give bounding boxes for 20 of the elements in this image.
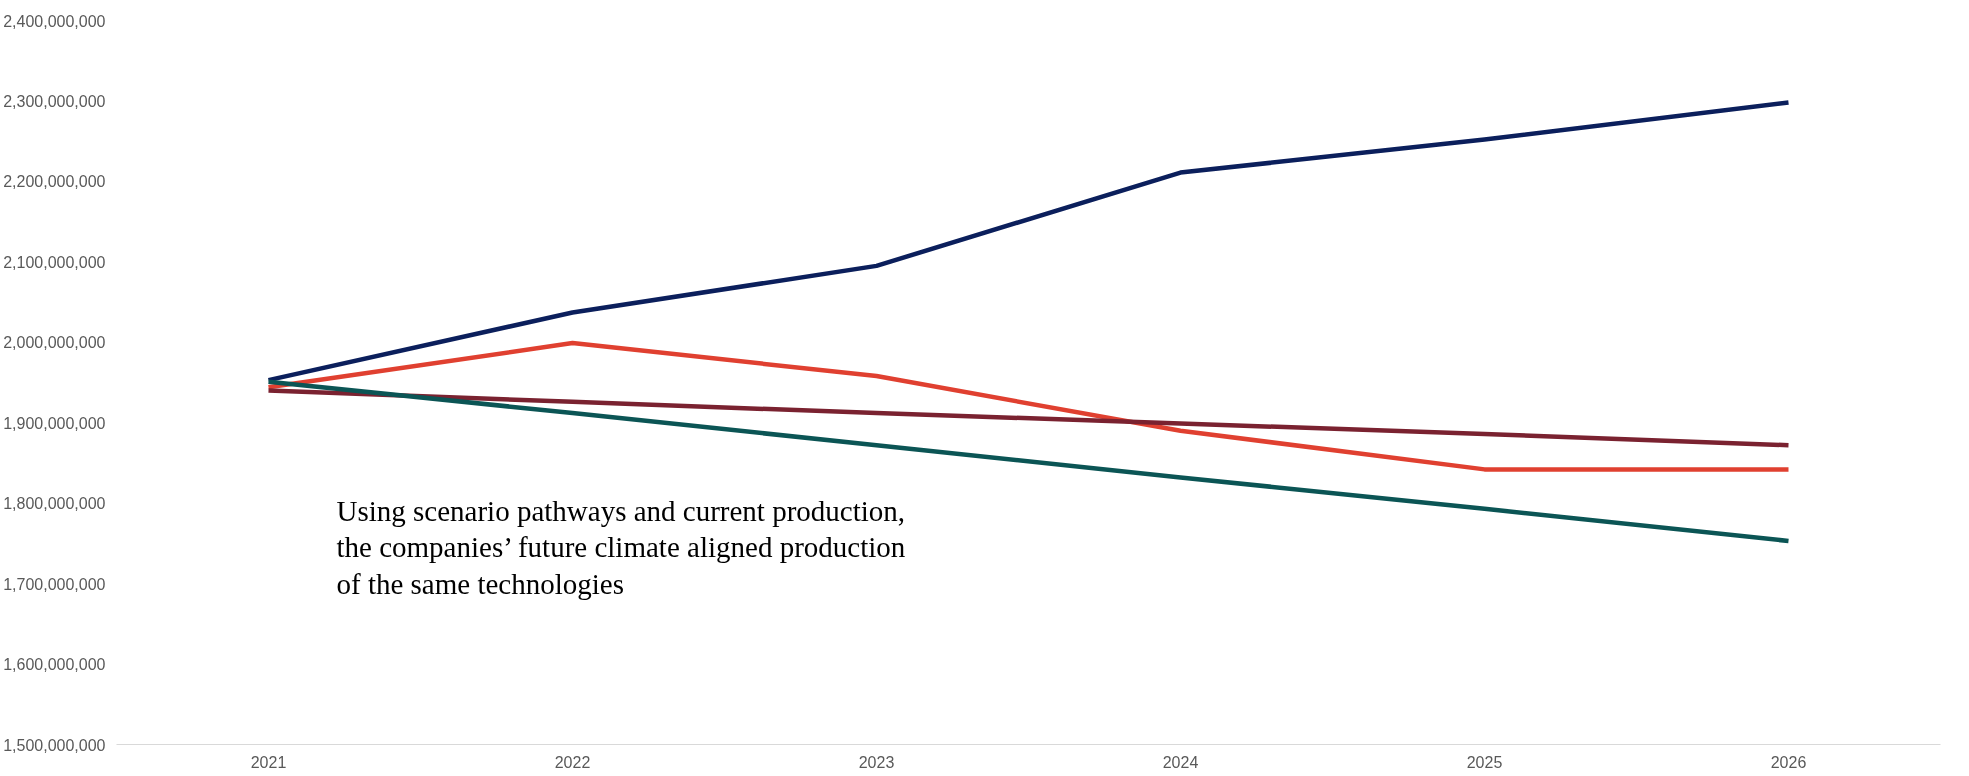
y-tick-label: 2,200,000,000: [3, 173, 106, 191]
line-series: [266, 388, 1791, 448]
y-tick-label: 2,100,000,000: [3, 253, 106, 271]
y-tick-label: 2,000,000,000: [3, 334, 106, 352]
line-series: [266, 340, 1791, 472]
annotation: Using scenario pathways and current production, the companies’ future climate aligned production of the same technologies: [336, 494, 906, 601]
y-tick-label: 1,700,000,000: [3, 575, 106, 593]
y-tick-label: 2,300,000,000: [3, 92, 106, 110]
x-tick-label: 2024: [1162, 753, 1199, 771]
x-tick-label: 2026: [1770, 753, 1807, 771]
x-tick-label: 2025: [1466, 753, 1503, 771]
y-tick-label: 1,600,000,000: [3, 656, 106, 674]
y-tick-label: 1,500,000,000: [3, 736, 106, 754]
line-series: [266, 100, 1791, 383]
x-tick-label: 2023: [858, 753, 895, 771]
x-tick-label: 2022: [554, 753, 591, 771]
y-tick-label: 2,400,000,000: [3, 12, 106, 30]
y-tick-label: 1,900,000,000: [3, 414, 106, 432]
x-tick-label: 2021: [250, 753, 287, 771]
y-tick-label: 1,800,000,000: [3, 495, 106, 513]
